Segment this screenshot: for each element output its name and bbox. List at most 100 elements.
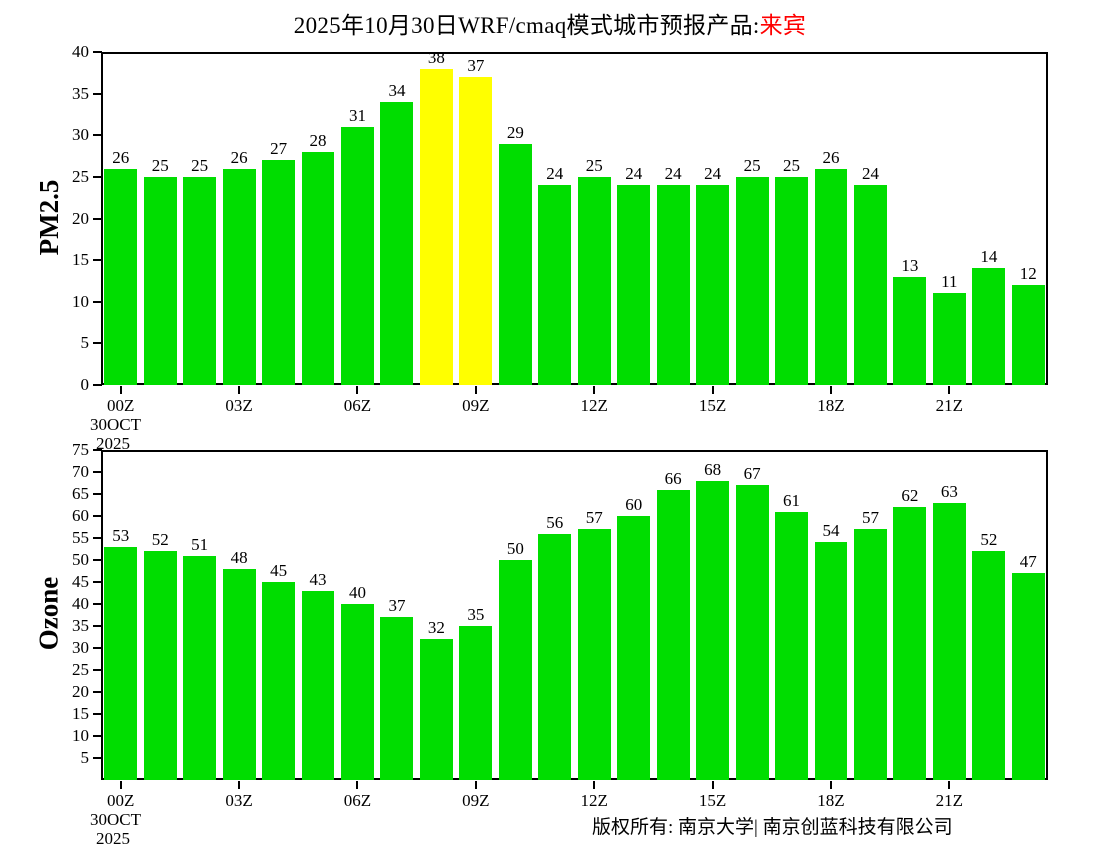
y-tick-mark bbox=[93, 259, 102, 262]
page-title-city: 来宾 bbox=[759, 13, 807, 38]
bar-value-label: 43 bbox=[309, 569, 327, 589]
y-tick-label: 10 bbox=[72, 726, 89, 745]
bar-value-label: 67 bbox=[743, 464, 761, 484]
x-tick-mark bbox=[711, 386, 714, 394]
bar-value-label: 48 bbox=[230, 547, 248, 567]
x-axis-date-line-2: 2025 bbox=[96, 829, 130, 848]
x-tick-mark bbox=[356, 781, 359, 789]
bar bbox=[301, 590, 335, 780]
bar bbox=[459, 76, 493, 385]
y-tick-label: 5 bbox=[80, 333, 90, 353]
x-tick-label: 21Z bbox=[935, 396, 964, 415]
bar bbox=[853, 529, 887, 780]
bar-value-label: 24 bbox=[664, 164, 682, 184]
x-tick-label: 12Z bbox=[580, 396, 608, 415]
bar-value-label: 40 bbox=[348, 583, 366, 602]
bar-value-label: 53 bbox=[112, 525, 130, 545]
y-tick-label: 35 bbox=[72, 83, 89, 103]
y-tick-mark bbox=[93, 449, 102, 451]
bar-value-label: 51 bbox=[191, 534, 209, 554]
y-tick-label: 45 bbox=[72, 572, 89, 591]
x-tick-label: 18Z bbox=[817, 396, 845, 415]
bar bbox=[104, 546, 138, 780]
y-tick-label: 40 bbox=[72, 42, 89, 61]
bar bbox=[341, 604, 374, 780]
bar bbox=[656, 185, 690, 385]
x-tick-mark bbox=[119, 386, 122, 394]
x-tick-mark bbox=[829, 781, 832, 789]
bar-value-label: 28 bbox=[309, 130, 327, 150]
x-tick-mark bbox=[356, 386, 359, 394]
y-tick-label: 50 bbox=[72, 550, 89, 569]
y-tick-label: 30 bbox=[72, 125, 89, 145]
bar-value-label: 26 bbox=[230, 147, 248, 167]
y-tick-label: 70 bbox=[72, 462, 89, 481]
y-tick-label: 20 bbox=[72, 682, 89, 701]
y-tick-label: 75 bbox=[72, 440, 89, 459]
y-tick-label: 10 bbox=[72, 291, 89, 311]
x-tick-mark bbox=[238, 781, 241, 789]
bar bbox=[932, 293, 966, 385]
bar bbox=[222, 568, 256, 780]
bar bbox=[735, 485, 769, 780]
y-tick-label: 55 bbox=[72, 528, 89, 547]
bar bbox=[1011, 285, 1045, 385]
bar bbox=[972, 268, 1006, 385]
x-tick-label: 12Z bbox=[580, 791, 608, 810]
bar bbox=[814, 542, 848, 780]
bars-layer bbox=[101, 450, 1048, 780]
y-tick-mark bbox=[93, 51, 102, 53]
x-axis-date-line-2: 2025 bbox=[96, 434, 130, 453]
y-tick-label: 35 bbox=[72, 616, 89, 635]
bar bbox=[262, 160, 296, 385]
x-tick-mark bbox=[238, 386, 241, 394]
copyright-footer: 版权所有: 南京大学| 南京创蓝科技有限公司 bbox=[592, 817, 953, 838]
y-tick-mark bbox=[93, 559, 102, 561]
bar bbox=[577, 176, 611, 385]
x-tick-label: 15Z bbox=[698, 396, 727, 415]
y-tick-mark bbox=[93, 217, 102, 220]
bar-value-label: 25 bbox=[151, 155, 169, 175]
y-tick-mark bbox=[93, 92, 102, 95]
bar-value-label: 47 bbox=[1019, 552, 1037, 572]
bar bbox=[775, 511, 808, 780]
x-tick-mark bbox=[119, 781, 122, 789]
x-tick-mark bbox=[474, 386, 477, 394]
y-tick-label: 5 bbox=[80, 748, 90, 767]
y-axis-title: Ozone bbox=[33, 576, 64, 651]
x-tick-mark bbox=[948, 781, 951, 789]
y-tick-mark bbox=[93, 757, 102, 759]
bar-value-label: 38 bbox=[427, 47, 445, 67]
x-axis-date-line-1: 30OCT bbox=[90, 810, 141, 829]
bar bbox=[104, 168, 138, 385]
bar bbox=[301, 151, 335, 385]
bar bbox=[143, 551, 177, 780]
bar-value-label: 27 bbox=[270, 139, 288, 159]
bar-value-label: 60 bbox=[625, 495, 643, 514]
x-tick-label: 09Z bbox=[462, 791, 490, 810]
plot-frame bbox=[101, 52, 1048, 385]
y-tick-mark bbox=[93, 300, 102, 303]
bars-layer bbox=[101, 52, 1048, 385]
page-title: 2025年10月30日WRF/cmaq模式城市预报产品:来宾 bbox=[0, 6, 1100, 40]
bar bbox=[932, 502, 966, 780]
bar-value-label: 24 bbox=[546, 164, 564, 184]
bar bbox=[617, 185, 651, 385]
x-tick-mark bbox=[948, 386, 951, 394]
bar bbox=[538, 533, 572, 780]
bar-value-label: 25 bbox=[191, 155, 209, 175]
plot-frame bbox=[101, 450, 1048, 780]
x-tick-label: 06Z bbox=[343, 396, 372, 415]
bar-value-label: 31 bbox=[348, 105, 366, 125]
y-tick-mark bbox=[93, 342, 102, 345]
bar bbox=[972, 551, 1006, 780]
bar-value-label: 12 bbox=[1019, 264, 1037, 284]
bar-value-label: 26 bbox=[112, 147, 130, 167]
x-tick-label: 06Z bbox=[343, 791, 372, 810]
y-tick-mark bbox=[93, 471, 102, 473]
bar-value-label: 35 bbox=[467, 605, 485, 624]
y-tick-mark bbox=[93, 713, 102, 715]
bar-value-label: 24 bbox=[861, 164, 879, 184]
x-tick-label: 00Z bbox=[107, 791, 135, 810]
